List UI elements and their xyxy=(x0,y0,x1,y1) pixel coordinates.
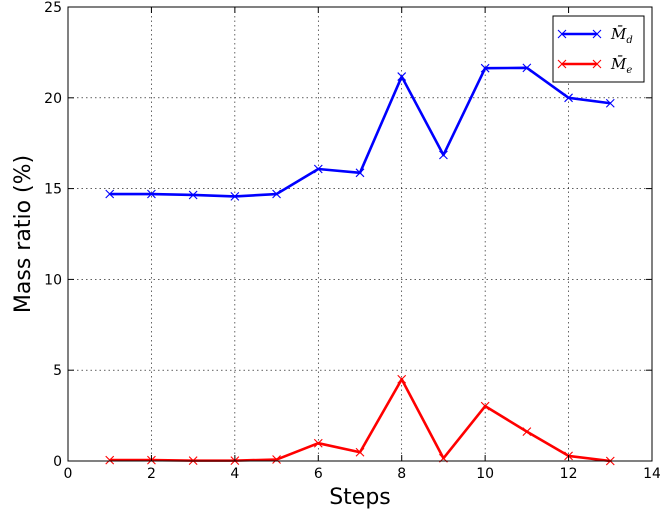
data-point-marker xyxy=(355,168,365,178)
legend-label: M̄d xyxy=(610,25,633,46)
x-tick-label: 0 xyxy=(64,466,73,482)
legend-item: M̄d xyxy=(557,25,633,46)
y-tick-label: 25 xyxy=(44,0,62,16)
data-point-marker xyxy=(105,455,115,465)
data-point-marker xyxy=(397,374,407,384)
legend: M̄dM̄e xyxy=(552,15,645,83)
data-point-marker xyxy=(355,447,365,457)
y-tick-label: 10 xyxy=(44,272,62,288)
series-layer xyxy=(105,63,615,466)
y-tick-label: 5 xyxy=(53,363,62,379)
data-point-marker xyxy=(272,189,281,199)
x-tick-label: 8 xyxy=(397,466,406,482)
x-tick-label: 12 xyxy=(560,466,578,482)
legend-label-subscript: d xyxy=(626,35,632,46)
data-point-marker xyxy=(105,189,115,199)
data-point-marker xyxy=(147,189,156,199)
x-tick-label: 4 xyxy=(230,466,239,482)
legend-box xyxy=(552,15,645,83)
data-point-marker xyxy=(272,455,281,464)
grid xyxy=(68,7,652,461)
data-point-marker xyxy=(564,93,573,103)
series-e xyxy=(105,374,615,466)
data-point-marker xyxy=(439,150,448,160)
y-tick-label: 20 xyxy=(44,91,62,107)
x-tick-label: 6 xyxy=(314,466,323,482)
series-line xyxy=(109,377,611,463)
data-point-marker xyxy=(522,63,532,73)
data-point-marker xyxy=(480,401,490,411)
data-point-marker xyxy=(230,192,240,201)
legend-label-subscript: e xyxy=(626,65,632,76)
series-line xyxy=(109,66,611,198)
legend-label: M̄e xyxy=(610,55,632,76)
legend-item: M̄e xyxy=(557,55,632,76)
data-point-marker xyxy=(480,63,490,73)
data-point-marker xyxy=(397,72,407,81)
plot-frame xyxy=(67,6,653,462)
x-axis-label: Steps xyxy=(329,485,391,510)
axis-ticks: 0 2 4 6 8 10 12 14 0 5 10 15 20 25 xyxy=(44,0,660,482)
data-point-marker xyxy=(313,438,323,448)
x-tick-label: 2 xyxy=(147,466,156,482)
y-axis-label: Mass ratio (%) xyxy=(11,155,36,313)
x-tick-label: 14 xyxy=(643,466,660,482)
data-point-marker xyxy=(522,427,532,436)
data-point-marker xyxy=(313,164,323,174)
legend-marker xyxy=(557,29,567,39)
legend-label-base: M̄ xyxy=(610,55,627,73)
legend-marker xyxy=(557,59,567,69)
legend-marker xyxy=(592,29,602,39)
legend-label-base: M̄ xyxy=(610,25,627,43)
y-tick-label: 0 xyxy=(53,454,62,470)
x-tick-label: 10 xyxy=(476,466,494,482)
y-tick-label: 15 xyxy=(44,182,62,198)
series-d xyxy=(105,63,615,201)
legend-marker xyxy=(592,59,602,69)
data-point-marker xyxy=(605,98,615,108)
data-point-marker xyxy=(188,190,198,200)
